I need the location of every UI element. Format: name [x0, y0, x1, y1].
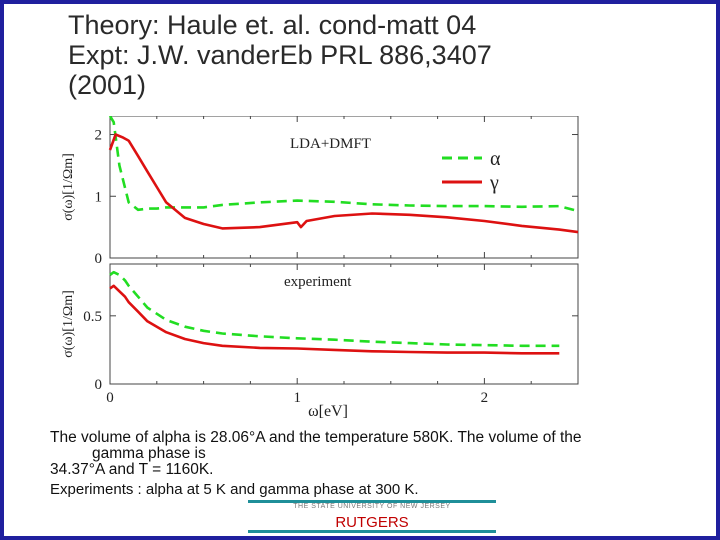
x-tick-label-1: 1 [293, 390, 301, 406]
panel-label-top: LDA+DMFT [290, 136, 371, 152]
body-text: The volume of alpha is 28.06°A and the t… [50, 430, 700, 498]
title-line-theory: Theory: Haule et. al. cond-matt 04 [68, 10, 477, 40]
series-line-top-gamma [108, 133, 579, 234]
series-line-top-alpha [108, 116, 579, 213]
x-axis-label: ω[eV] [308, 403, 348, 418]
footer-brand: RUTGERS [335, 514, 409, 531]
y-axis-label-bottom: σ(ω)[1/Ωm] [61, 290, 76, 358]
body-line-3: 34.37°A and T = 1160K. [50, 461, 214, 478]
footer-bottom-rule [248, 530, 496, 533]
panel-label-bottom: experiment [284, 274, 352, 290]
legend-label-alpha: α [490, 148, 501, 170]
body-line-4: Experiments : alpha at 5 K and gamma pha… [50, 481, 419, 498]
y-tick-label-top-2: 2 [95, 128, 103, 144]
footer-university: THE STATE UNIVERSITY OF NEW JERSEY [293, 503, 451, 510]
y-tick-label-top-1: 1 [95, 189, 103, 205]
y-tick-label-bottom-0: 0 [95, 377, 103, 393]
legend-label-gamma: γ [489, 172, 499, 194]
title-line-year: (2001) [68, 70, 147, 100]
y-tick-label-top-0: 0 [95, 251, 103, 267]
y-axis-label-top: σ(ω)[1/Ωm] [61, 153, 76, 221]
y-tick-label-bottom-1: 0.5 [83, 309, 102, 325]
footer-top-rule [248, 500, 496, 503]
x-tick-label-2: 2 [481, 390, 489, 406]
body-line-2: gamma phase is [92, 445, 206, 462]
slide-title: Theory: Haule et. al. cond-matt 04 Expt:… [68, 10, 688, 100]
series-line-bottom-alpha [109, 270, 560, 348]
series-line-bottom-gamma [109, 284, 560, 355]
body-line-1: The volume of alpha is 28.06°A and the t… [50, 429, 582, 446]
conductivity-figure: 0 1 2 σ(ω)[1/Ωm] LDA+DMFT 0 0.5 σ(ω)[1/Ωm] exper… [61, 116, 579, 418]
x-tick-label-0: 0 [106, 390, 114, 406]
title-line-expt: Expt: J.W. vanderEb PRL 886,3407 [68, 40, 492, 70]
panel-bottom [109, 263, 579, 385]
panel-top [108, 116, 579, 259]
